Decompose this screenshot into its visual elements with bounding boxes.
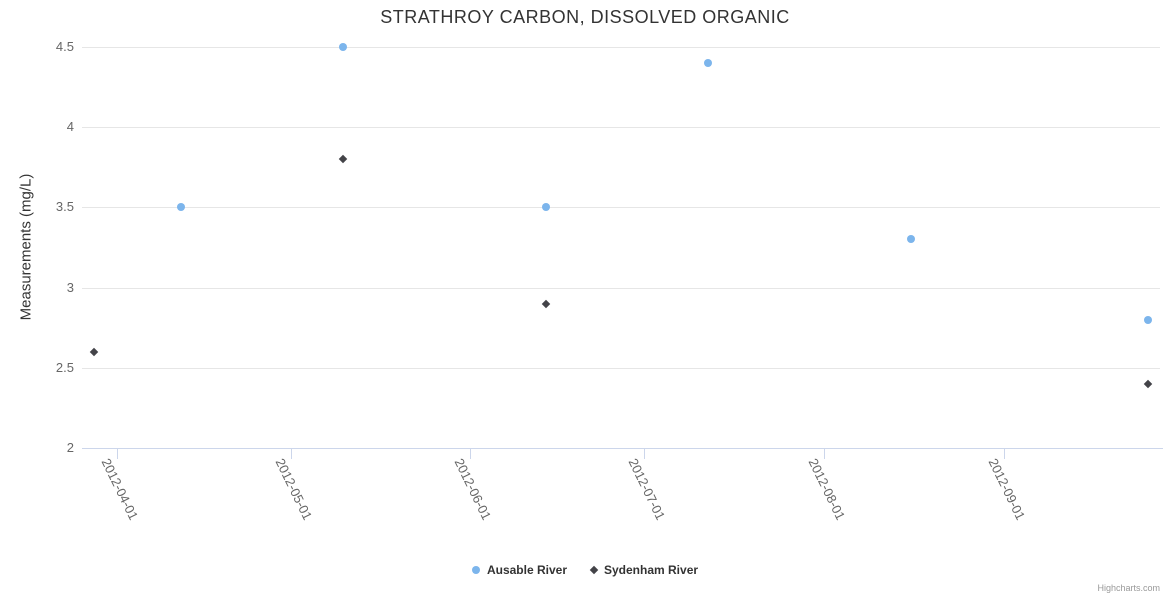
y-axis-title: Measurements (mg/L) <box>17 173 35 321</box>
y-gridline <box>82 287 1160 289</box>
y-tick-label: 4 <box>66 119 74 135</box>
x-tick-label: 2012-05-01 <box>272 456 315 523</box>
legend-label: Sydenham River <box>604 563 699 577</box>
legend-item-sydenham-river[interactable]: Sydenham River <box>589 563 699 577</box>
x-tick-mark <box>470 449 472 459</box>
x-tick-label: 2012-09-01 <box>985 456 1028 523</box>
y-gridline <box>82 127 1160 129</box>
y-tick-label: 3 <box>66 279 74 295</box>
y-tick-label: 4.5 <box>55 39 74 54</box>
legend-label: Ausable River <box>486 563 567 577</box>
x-axis-line <box>82 448 1163 449</box>
data-point-ausable-river[interactable] <box>906 235 915 244</box>
data-point-sydenham-river[interactable] <box>1144 379 1153 389</box>
x-tick-mark <box>116 449 118 459</box>
data-point-ausable-river[interactable] <box>703 59 712 68</box>
legend-marker-diamond-icon <box>589 565 599 575</box>
x-tick-mark <box>290 449 292 459</box>
highcharts-credit[interactable]: Highcharts.com <box>1097 583 1160 593</box>
data-point-ausable-river[interactable] <box>176 203 185 212</box>
y-gridline <box>82 207 1160 209</box>
data-point-sydenham-river[interactable] <box>541 299 550 308</box>
data-point-sydenham-river[interactable] <box>89 347 98 356</box>
x-tick-mark <box>823 449 825 459</box>
x-tick-label: 2012-08-01 <box>805 456 848 523</box>
data-point-sydenham-river[interactable] <box>338 155 348 164</box>
y-tick-label: 3.5 <box>55 199 74 215</box>
data-point-ausable-river[interactable] <box>541 203 550 212</box>
y-tick-label: 2 <box>66 440 74 455</box>
chart-title: STRATHROY CARBON, DISSOLVED ORGANIC <box>380 7 790 27</box>
legend: Ausable River Sydenham River <box>0 563 1170 577</box>
legend-marker-circle-icon <box>471 566 480 574</box>
y-tick-label: 2.5 <box>55 359 74 375</box>
legend-item-ausable-river[interactable]: Ausable River <box>471 563 567 577</box>
y-gridline <box>82 367 1160 369</box>
y-gridline <box>82 47 1160 48</box>
x-tick-mark <box>1003 449 1005 459</box>
x-tick-label: 2012-07-01 <box>625 456 669 523</box>
data-point-ausable-river[interactable] <box>338 43 347 51</box>
x-tick-label: 2012-04-01 <box>98 456 141 523</box>
data-point-ausable-river[interactable] <box>1144 315 1153 324</box>
x-tick-mark <box>644 449 646 459</box>
x-tick-label: 2012-06-01 <box>451 456 495 523</box>
